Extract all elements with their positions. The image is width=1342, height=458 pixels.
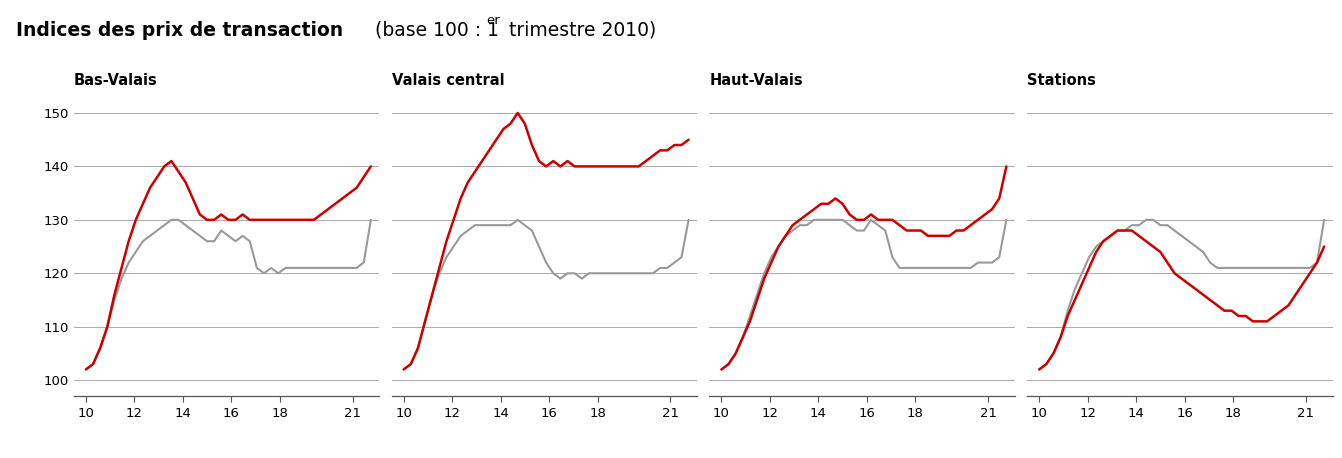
Text: (base 100 : 1: (base 100 : 1 [369, 21, 499, 39]
Text: Valais central: Valais central [392, 73, 505, 87]
Text: Stations: Stations [1027, 73, 1096, 87]
Text: Bas-Valais: Bas-Valais [74, 73, 157, 87]
Text: trimestre 2010): trimestre 2010) [503, 21, 656, 39]
Text: er: er [486, 14, 499, 27]
Text: Haut-Valais: Haut-Valais [710, 73, 803, 87]
Text: Indices des prix de transaction: Indices des prix de transaction [16, 21, 344, 39]
